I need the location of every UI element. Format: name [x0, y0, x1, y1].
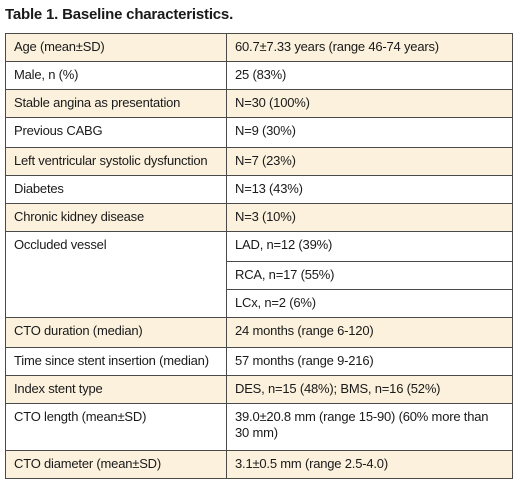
row-value: DES, n=15 (48%); BMS, n=16 (52%)	[226, 375, 513, 404]
row-value: N=13 (43%)	[226, 175, 513, 204]
row-value: LCx, n=2 (6%)	[226, 289, 513, 318]
row-label: Left ventricular systolic dysfunction	[5, 147, 227, 176]
row-value: 24 months (range 6-120)	[226, 317, 513, 348]
table-row: Diabetes N=13 (43%)	[5, 175, 513, 204]
row-value: LAD, n=12 (39%)	[226, 231, 513, 262]
row-label: Chronic kidney disease	[5, 203, 227, 232]
row-value: N=3 (10%)	[226, 203, 513, 232]
row-value: 39.0±20.8 mm (range 15-90) (60% more tha…	[226, 403, 513, 451]
table-row: Chronic kidney disease N=3 (10%)	[5, 203, 513, 232]
row-label: Diabetes	[5, 175, 227, 204]
table-row: CTO length (mean±SD) 39.0±20.8 mm (range…	[5, 403, 513, 451]
row-value: 57 months (range 9-216)	[226, 347, 513, 376]
baseline-characteristics-table: Age (mean±SD) 60.7±7.33 years (range 46-…	[5, 33, 513, 479]
table-row: RCA, n=17 (55%)	[6, 261, 513, 290]
row-value: RCA, n=17 (55%)	[226, 261, 513, 290]
table-row: CTO duration (median) 24 months (range 6…	[5, 317, 513, 348]
row-value: N=30 (100%)	[226, 89, 513, 118]
table-row: Stable angina as presentation N=30 (100%…	[5, 89, 513, 118]
table-row: Previous CABG N=9 (30%)	[5, 117, 513, 148]
row-label: Age (mean±SD)	[5, 33, 227, 62]
table-row: Left ventricular systolic dysfunction N=…	[5, 147, 513, 176]
table-row: Age (mean±SD) 60.7±7.33 years (range 46-…	[5, 33, 513, 62]
row-label: Time since stent insertion (median)	[5, 347, 227, 376]
table-row: Male, n (%) 25 (83%)	[5, 61, 513, 90]
row-label: Index stent type	[5, 375, 227, 404]
table-row: Occluded vessel LAD, n=12 (39%)	[5, 231, 513, 318]
row-value: 3.1±0.5 mm (range 2.5-4.0)	[226, 450, 513, 479]
row-label: CTO duration (median)	[5, 317, 227, 348]
table-row: Time since stent insertion (median) 57 m…	[5, 347, 513, 376]
table-row: CTO diameter (mean±SD) 3.1±0.5 mm (range…	[5, 450, 513, 479]
row-label: Previous CABG	[5, 117, 227, 148]
table-title: Table 1. Baseline characteristics.	[5, 6, 234, 23]
row-value: 25 (83%)	[226, 61, 513, 90]
row-value: N=9 (30%)	[226, 117, 513, 148]
row-label: CTO diameter (mean±SD)	[5, 450, 227, 479]
table-row: Index stent type DES, n=15 (48%); BMS, n…	[5, 375, 513, 404]
row-label: Male, n (%)	[5, 61, 227, 90]
row-value: N=7 (23%)	[226, 147, 513, 176]
row-label: Occluded vessel	[5, 231, 227, 318]
row-value: 60.7±7.33 years (range 46-74 years)	[226, 33, 513, 62]
row-label: Stable angina as presentation	[5, 89, 227, 118]
row-label: CTO length (mean±SD)	[5, 403, 227, 451]
